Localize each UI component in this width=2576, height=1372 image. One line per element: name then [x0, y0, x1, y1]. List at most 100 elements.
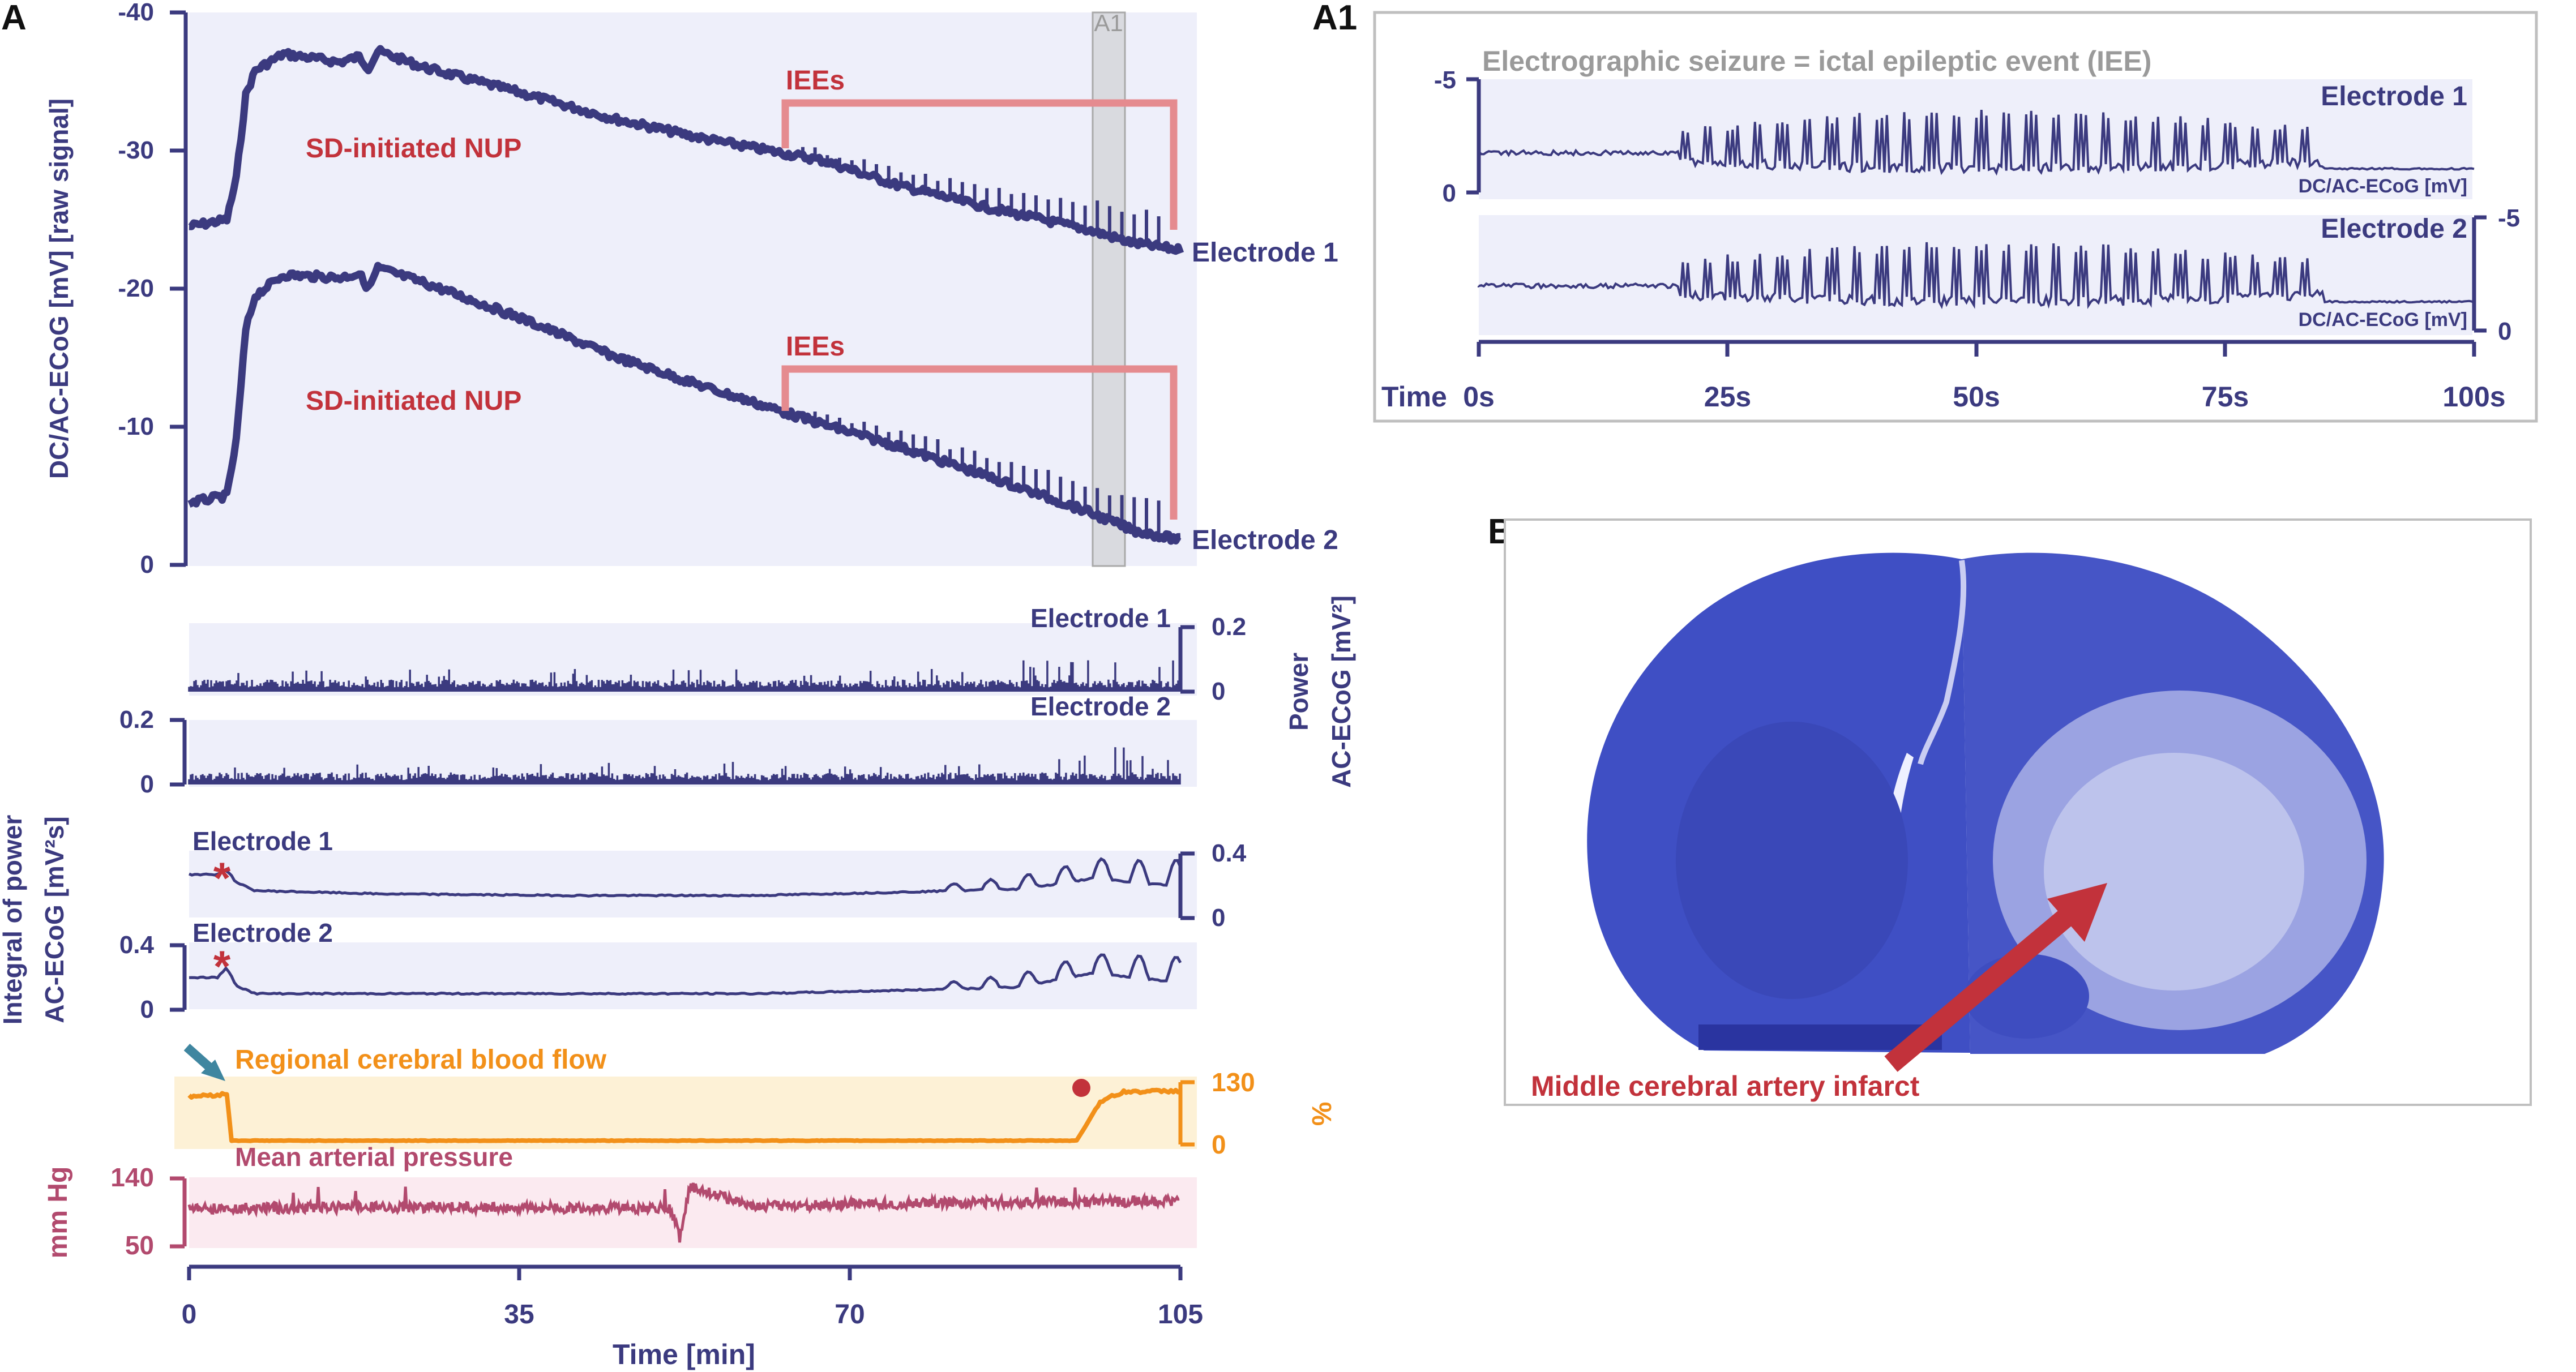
a1-seizure-trace-electrode-2	[1478, 242, 2475, 310]
cbf-label: Regional cerebral blood flow	[235, 1045, 607, 1075]
cbf-axis	[1178, 1080, 1195, 1147]
power-e1-tick-bottom: 0	[1212, 678, 1225, 705]
a1-x-tick: 25s	[1704, 381, 1751, 413]
power-e1-axis	[1178, 625, 1195, 694]
a1-trace-1-label: Electrode 1	[2321, 82, 2467, 112]
integral-e2-axis	[170, 943, 187, 1012]
integral-trace-electrode-1	[189, 857, 1182, 898]
infarct-arrow-shaft	[1884, 909, 2073, 1072]
a1-highlight-label: A1	[1094, 10, 1123, 36]
power-y-label-line-2: AC-ECoG [mV²]	[1326, 595, 1356, 788]
dc-y-tick: -30	[118, 136, 154, 164]
time-x-tick: 0	[182, 1300, 197, 1330]
a1-time-label: Time	[1381, 381, 1447, 413]
integral-label-electrode-2: Electrode 2	[192, 918, 333, 947]
a1-trace-2-tick-bottom: 0	[2498, 318, 2511, 345]
a1-x-tick: 0s	[1463, 381, 1495, 413]
dc-iee-spikes-electrode-2	[801, 411, 1161, 536]
integral-y-label-line-2: AC-ECoG [mV²s]	[40, 816, 69, 1023]
integral-label-electrode-1: Electrode 1	[192, 826, 333, 856]
cbf-tick-bottom: 0	[1212, 1130, 1226, 1159]
map-tick-top: 140	[110, 1163, 154, 1192]
panel-letter-a: A	[1, 0, 27, 37]
iee-label-electrode-2: IEEs	[786, 332, 845, 362]
dc-y-axis	[170, 10, 188, 567]
asterisk-electrode-1: *	[213, 853, 231, 903]
time-x-tick: 105	[1158, 1300, 1203, 1330]
dc-trace-electrode-2	[187, 261, 1182, 545]
electrode-2-label: Electrode 2	[1192, 525, 1338, 555]
power-label-electrode-1: Electrode 1	[1030, 603, 1171, 633]
nup-label-electrode-2: SD-initiated NUP	[306, 386, 521, 416]
time-x-tick: 70	[835, 1300, 865, 1330]
infarct-annotation: Middle cerebral artery infarct	[1531, 1070, 1920, 1102]
time-x-axis	[187, 1264, 1183, 1280]
electrode-1-label: Electrode 1	[1192, 238, 1338, 268]
dc-panel-background	[189, 12, 1197, 566]
a1-title: Electrographic seizure = ictal epileptic…	[1482, 45, 2151, 77]
power-e2-tick-bottom: 0	[140, 770, 154, 798]
integral-e2-tick-bottom: 0	[140, 996, 154, 1023]
a1-x-axis	[1477, 340, 2476, 357]
a1-trace-1-tick-bottom: 0	[1443, 179, 1456, 207]
dc-y-tick: -40	[118, 0, 154, 26]
a1-trace-2-label: Electrode 2	[2321, 214, 2467, 244]
dc-y-tick-labels: -40 -30 -20 -10 0	[118, 0, 154, 578]
integral-y-label-line-1: Integral of power	[0, 815, 27, 1025]
a1-trace-2-axis	[2472, 215, 2487, 333]
map-label: Mean arterial pressure	[235, 1142, 513, 1172]
a1-trace-1-axis	[1466, 77, 1481, 195]
infarct-arrow-head	[2047, 883, 2107, 942]
time-x-tick: 35	[504, 1300, 534, 1330]
map-tick-bottom: 50	[125, 1230, 154, 1260]
a1-seizure-trace-electrode-1	[1478, 110, 2475, 176]
cbf-background	[174, 1077, 1197, 1149]
a1-x-tick: 75s	[2202, 381, 2249, 413]
a1-trace-2-tick-top: -5	[2498, 204, 2520, 232]
asterisk-electrode-2: *	[213, 941, 231, 991]
integral-e2-background	[189, 942, 1197, 1009]
brain-section-midline	[1918, 560, 1967, 765]
time-x-axis-label: Time [min]	[613, 1339, 755, 1370]
a1-x-tick-labels: 0s 25s 50s 75s 100s	[1463, 381, 2505, 413]
iee-bracket-electrode-1	[781, 99, 1178, 230]
power-trace-electrode-1	[188, 660, 1181, 692]
cbf-onset-arrow-shaft	[183, 1044, 216, 1073]
integral-e1-background	[189, 851, 1197, 917]
dc-y-tick: 0	[140, 551, 154, 578]
power-trace-electrode-2	[188, 747, 1181, 784]
integral-trace-electrode-2	[189, 953, 1182, 996]
cbf-tick-top: 130	[1212, 1067, 1255, 1097]
cbf-recovery-marker	[1072, 1079, 1090, 1097]
power-label-electrode-2: Electrode 2	[1030, 692, 1171, 721]
map-trace	[187, 1182, 1180, 1243]
integral-e1-axis	[1178, 851, 1195, 920]
iee-label-electrode-1: IEEs	[786, 66, 845, 96]
power-e2-axis	[170, 718, 187, 787]
cbf-unit-label: %	[1306, 1102, 1336, 1126]
a1-trace-2-unit: DC/AC-ECoG [mV]	[2299, 309, 2467, 331]
cbf-trace	[187, 1087, 1182, 1143]
integral-e1-tick-top: 0.4	[1212, 839, 1247, 867]
power-e2-tick-top: 0.2	[119, 706, 154, 734]
a1-trace-1-tick-top: -5	[1434, 66, 1456, 94]
infarct-core	[2044, 753, 2304, 991]
panel-letter-a1: A1	[1312, 0, 1357, 37]
power-y-label-line-1: Power	[1284, 653, 1313, 731]
dc-y-tick: -10	[118, 413, 154, 440]
left-striatum	[1676, 722, 1908, 999]
power-e1-tick-top: 0.2	[1212, 613, 1246, 641]
map-unit-label: mm Hg	[43, 1167, 73, 1259]
map-axis	[170, 1176, 187, 1249]
nup-label-electrode-1: SD-initiated NUP	[306, 134, 521, 164]
a1-trace-1-unit: DC/AC-ECoG [mV]	[2299, 175, 2467, 197]
a1-x-tick: 100s	[2442, 381, 2505, 413]
integral-e1-tick-bottom: 0	[1212, 904, 1225, 932]
cbf-onset-arrow-head	[201, 1060, 225, 1081]
dc-y-tick: -20	[118, 275, 154, 302]
iee-bracket-electrode-2	[781, 365, 1178, 520]
a1-x-tick: 50s	[1953, 381, 2000, 413]
dc-iee-spikes-electrode-1	[801, 147, 1161, 247]
integral-e2-tick-top: 0.4	[119, 931, 155, 959]
